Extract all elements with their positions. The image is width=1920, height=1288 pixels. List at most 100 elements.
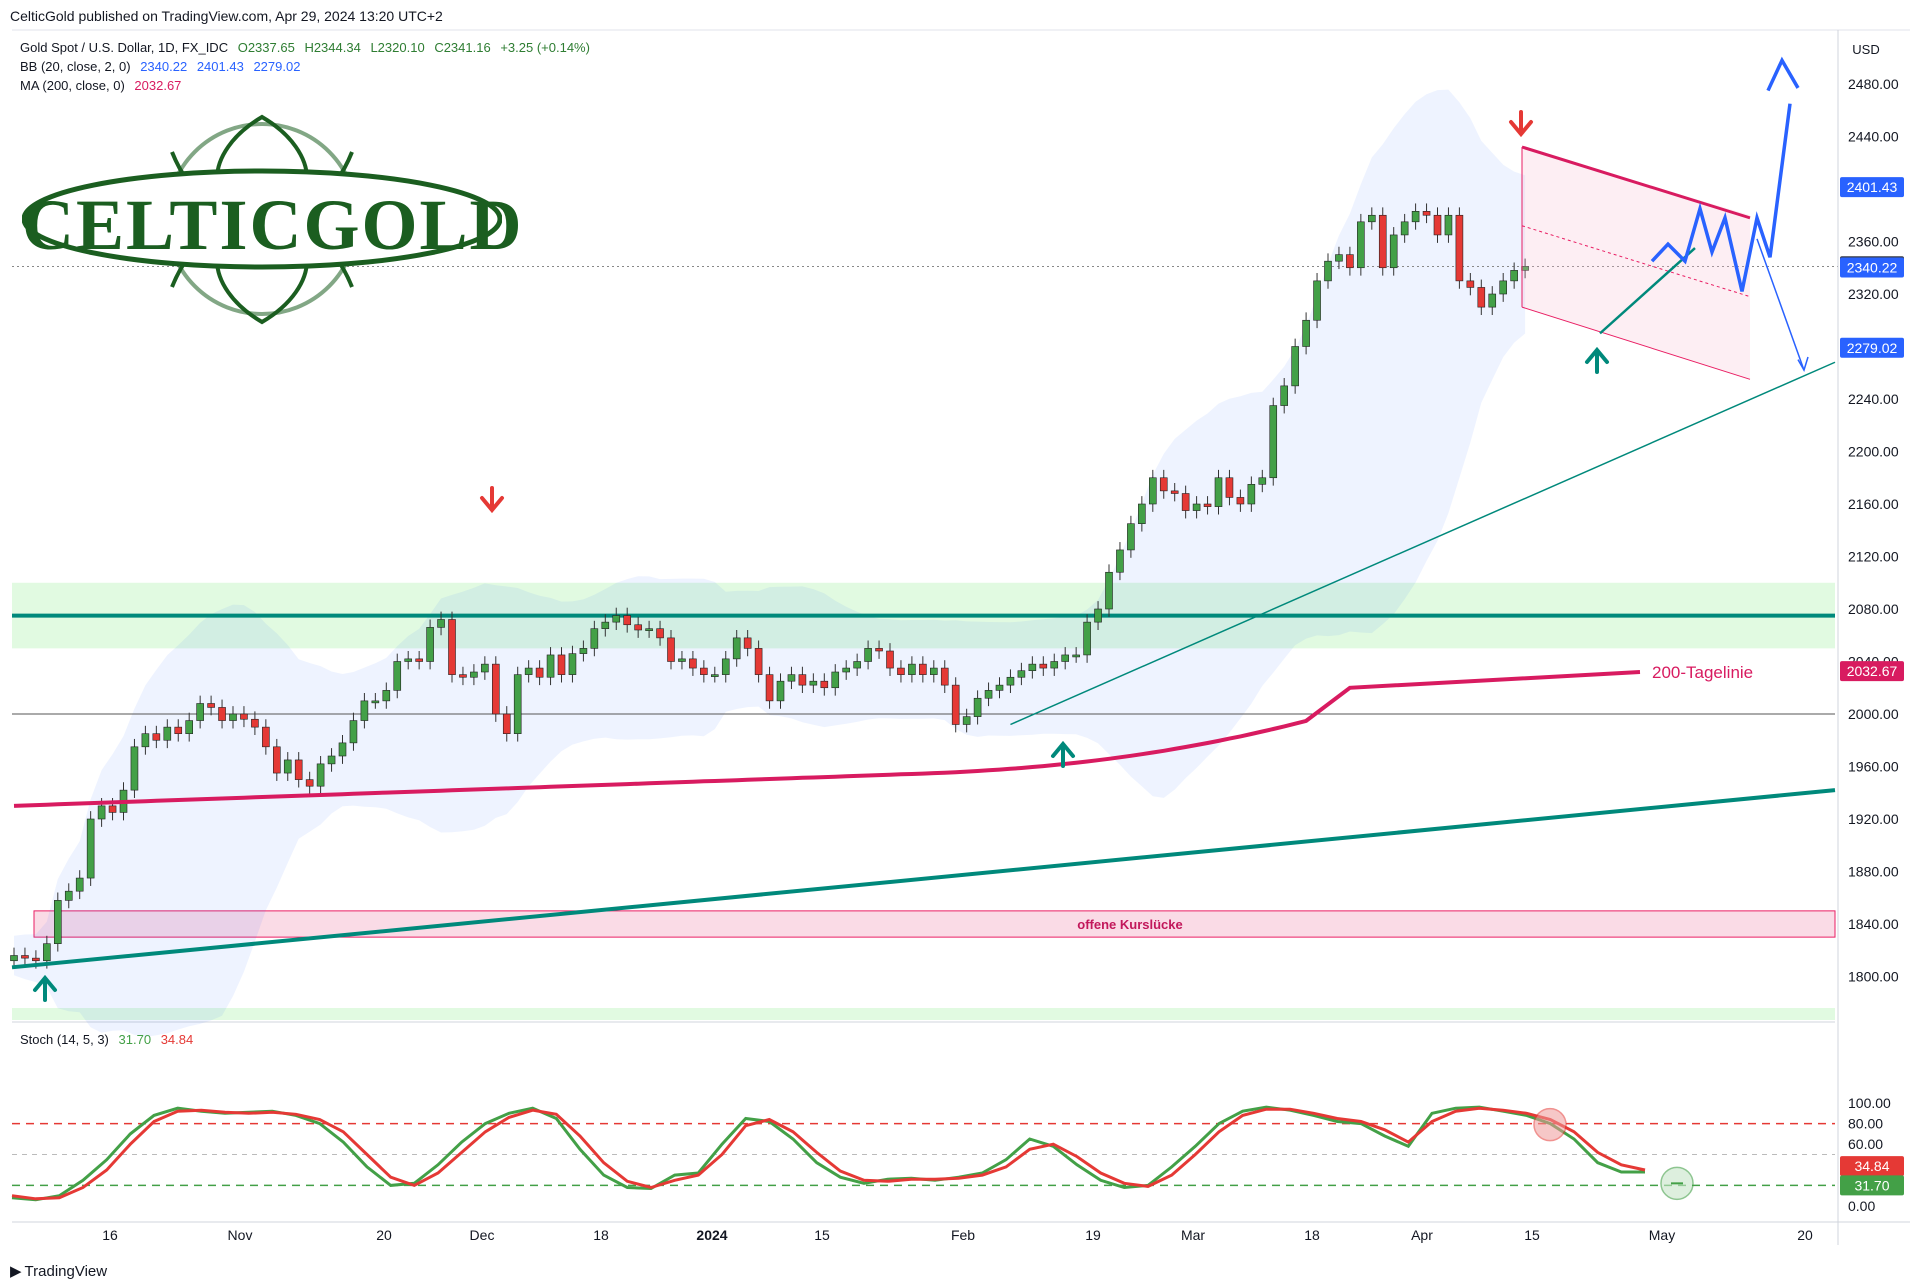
channel-lower-line xyxy=(1521,306,1751,380)
candle-body xyxy=(1346,254,1354,269)
price-badge-label: 2279.02 xyxy=(1847,340,1898,356)
candle-body xyxy=(1181,493,1190,511)
candle-body xyxy=(1247,484,1256,505)
stoch-value-badge-label: 34.84 xyxy=(1854,1158,1889,1174)
candle-body xyxy=(283,759,292,774)
price-tick-label: 1800.00 xyxy=(1848,969,1899,985)
candle-body xyxy=(721,658,730,675)
candle-body xyxy=(984,690,993,699)
time-tick-label: 19 xyxy=(1085,1227,1101,1243)
candle-body xyxy=(360,700,369,721)
candle-body xyxy=(196,703,204,721)
logo-wordmark: CELTICGOLD xyxy=(22,185,524,265)
candle-body xyxy=(809,680,818,686)
candle-body xyxy=(1061,654,1069,662)
candle-body xyxy=(316,763,325,787)
candle-body xyxy=(513,674,522,734)
candle-body xyxy=(940,667,949,686)
time-tick-label: Apr xyxy=(1411,1227,1433,1243)
candle-body xyxy=(645,628,653,631)
candle-body xyxy=(535,667,544,678)
candle-body xyxy=(951,684,960,725)
candle-body xyxy=(21,955,29,959)
candle-body xyxy=(623,615,632,626)
publish-header: CelticGold published on TradingView.com,… xyxy=(10,8,443,24)
price-tick-label: 2160.00 xyxy=(1848,496,1899,512)
candle-body xyxy=(908,663,916,675)
candle-body xyxy=(97,805,106,820)
candle-body xyxy=(743,637,752,649)
stoch-d-value: 34.84 xyxy=(160,1032,194,1047)
legend-bb-row: BB (20, close, 2, 0) 2340.22 2401.43 227… xyxy=(20,59,306,74)
price-tick-label: 2360.00 xyxy=(1848,234,1899,250)
channel-mid-line xyxy=(1521,225,1751,298)
candle-body xyxy=(1455,214,1464,282)
price-tick-label: 1840.00 xyxy=(1848,916,1899,932)
bullish-arrowhead-icon xyxy=(1766,56,1800,92)
stoch-label: Stoch (14, 5, 3) xyxy=(20,1032,109,1047)
candle-body xyxy=(1466,280,1475,288)
time-tick-label: Nov xyxy=(228,1227,253,1243)
chart-background-layer: offene Kurslücke xyxy=(12,29,1910,1223)
candle-body xyxy=(1039,663,1048,669)
candle-body xyxy=(524,667,533,675)
candle-body xyxy=(64,890,73,901)
price-tick-label: 2480.00 xyxy=(1848,76,1899,92)
price-badge xyxy=(1840,177,1904,198)
stoch-tick-label: 100.00 xyxy=(1848,1095,1891,1111)
buy-signal-arrow-icon xyxy=(1051,740,1075,768)
candle-body xyxy=(1028,663,1037,671)
candle-body xyxy=(108,805,117,813)
legend-ma-label: MA (200, close, 0) xyxy=(20,78,125,93)
candle-body xyxy=(1214,477,1223,507)
candle-body xyxy=(1368,214,1376,223)
candle-body xyxy=(1280,385,1288,406)
bollinger-band-fill xyxy=(14,89,1526,1038)
bearish-arrowhead-icon xyxy=(1797,356,1809,373)
price-axis: USD 1800.00 1840.00 1880.00 1920.00 1960.00 20… xyxy=(1837,30,1904,1245)
candle-body xyxy=(897,667,905,675)
candle-body xyxy=(448,619,456,675)
candle-body xyxy=(842,667,851,673)
candle-body xyxy=(1072,654,1080,658)
candle-body xyxy=(470,671,478,678)
price-tick-label: 1960.00 xyxy=(1848,759,1899,775)
candle-body xyxy=(1444,214,1453,236)
time-tick-label: Feb xyxy=(951,1227,975,1243)
price-badge-label: 2401.43 xyxy=(1847,179,1898,195)
legend-low: L2320.10 xyxy=(370,40,425,55)
candle-body xyxy=(995,684,1004,691)
stoch-k-value: 31.70 xyxy=(118,1032,152,1047)
time-axis: 16 Nov 20 Dec 18 2024 15 Feb 19 Mar 18 Apr 15 May 20 xyxy=(102,1227,1813,1243)
legend-high: H2344.34 xyxy=(304,40,361,55)
price-badge-label: 2340.22 xyxy=(1847,259,1898,275)
candle-body xyxy=(689,658,697,669)
candle-body xyxy=(601,621,610,629)
candle-body xyxy=(415,658,423,662)
candle-body xyxy=(1050,661,1059,669)
candle-body xyxy=(152,733,161,741)
time-tick-label: 18 xyxy=(593,1227,609,1243)
price-tick-label: 2120.00 xyxy=(1848,549,1899,565)
candle-body xyxy=(459,674,467,678)
candle-body xyxy=(1324,260,1332,282)
candle-body xyxy=(1127,523,1135,551)
time-tick-label: 18 xyxy=(1304,1227,1320,1243)
buy-signal-arrow-icon xyxy=(1585,346,1609,374)
legend-bb-label: BB (20, close, 2, 0) xyxy=(20,59,131,74)
candle-body xyxy=(557,654,566,675)
candle-body xyxy=(1357,221,1365,269)
candle-body xyxy=(185,720,193,734)
tradingview-logo-icon: ▶ xyxy=(10,1263,22,1280)
candle-body xyxy=(1400,221,1409,236)
candle-body xyxy=(43,943,51,962)
price-tick-label: 2080.00 xyxy=(1848,601,1899,617)
candle-body xyxy=(1389,234,1398,269)
candle-body xyxy=(207,703,215,708)
candle-body xyxy=(1433,214,1442,236)
candle-body xyxy=(1302,319,1310,347)
candle-body xyxy=(294,759,303,780)
tradingview-brand: TradingView xyxy=(24,1263,108,1280)
candle-body xyxy=(546,654,555,678)
